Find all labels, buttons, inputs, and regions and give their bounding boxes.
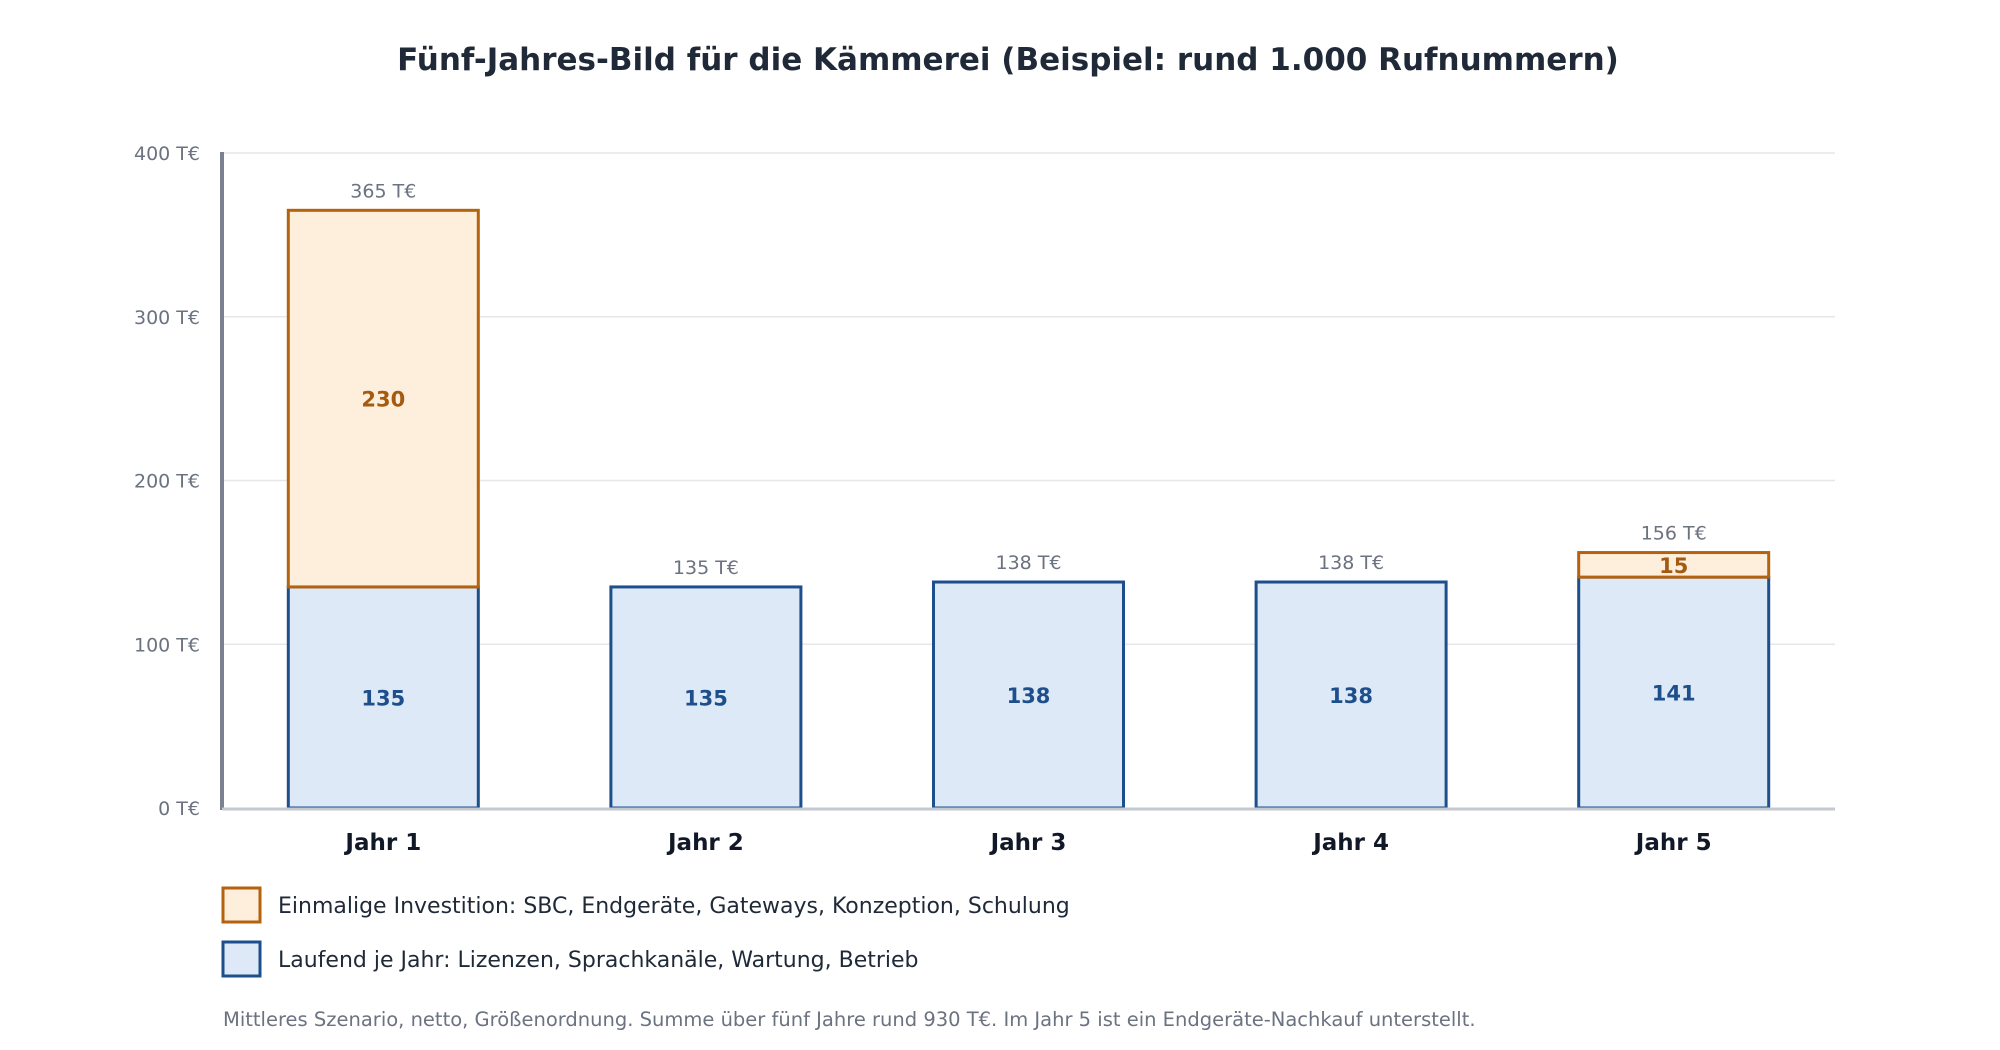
y-tick-label: 300 T€ (134, 307, 200, 329)
labels-layer: 0 T€ 100 T€ 200 T€ 300 T€ 400 T€ 135 230 365 T€… (134, 143, 1712, 856)
legend-swatch-running (221, 940, 262, 978)
bar-investment-5 (1577, 551, 1771, 579)
data-label-running-5: 141 (1652, 682, 1696, 706)
x-tick-label: Jahr 2 (666, 830, 744, 856)
y-tick-label: 100 T€ (134, 634, 200, 656)
bars-layer (286, 208, 1771, 810)
x-tick-label: Jahr 3 (989, 830, 1067, 856)
bar-running-5 (1577, 575, 1771, 810)
bar-running-2 (609, 585, 803, 810)
x-tick-label: Jahr 4 (1311, 830, 1389, 856)
total-label-5: 156 T€ (1641, 523, 1707, 545)
axes-layer (220, 152, 1835, 811)
y-tick-label: 0 T€ (158, 798, 200, 820)
data-label-investment-1: 230 (361, 388, 405, 412)
bar-running-4 (1254, 580, 1448, 810)
total-label-2: 135 T€ (673, 557, 739, 579)
legend-label-investment: Einmalige Investition: SBC, Endgeräte, G… (278, 894, 1070, 919)
data-label-investment-5: 15 (1659, 554, 1688, 578)
chart-footnote: Mittleres Szenario, netto, Größenordnung… (223, 1008, 1476, 1031)
data-label-running-3: 138 (1007, 684, 1051, 708)
x-tick-label: Jahr 5 (1634, 830, 1712, 856)
bar-running-1 (286, 585, 480, 810)
data-label-running-2: 135 (684, 686, 728, 710)
total-label-4: 138 T€ (1318, 552, 1384, 574)
bar-investment-1 (286, 208, 480, 589)
data-label-running-4: 138 (1329, 684, 1373, 708)
total-label-1: 365 T€ (350, 180, 416, 202)
y-tick-label: 400 T€ (134, 143, 200, 165)
legend-label-running: Laufend je Jahr: Lizenzen, Sprachkanäle,… (278, 948, 919, 973)
legend-swatch-investment (221, 886, 262, 924)
legend: Einmalige Investition: SBC, Endgeräte, G… (221, 886, 1070, 978)
chart-title: Fünf-Jahres-Bild für die Kämmerei (Beisp… (397, 42, 1619, 78)
x-tick-label: Jahr 1 (343, 830, 421, 856)
bar-running-3 (932, 580, 1125, 810)
data-label-running-1: 135 (361, 686, 405, 710)
y-tick-label: 200 T€ (134, 471, 200, 493)
total-label-3: 138 T€ (996, 552, 1062, 574)
